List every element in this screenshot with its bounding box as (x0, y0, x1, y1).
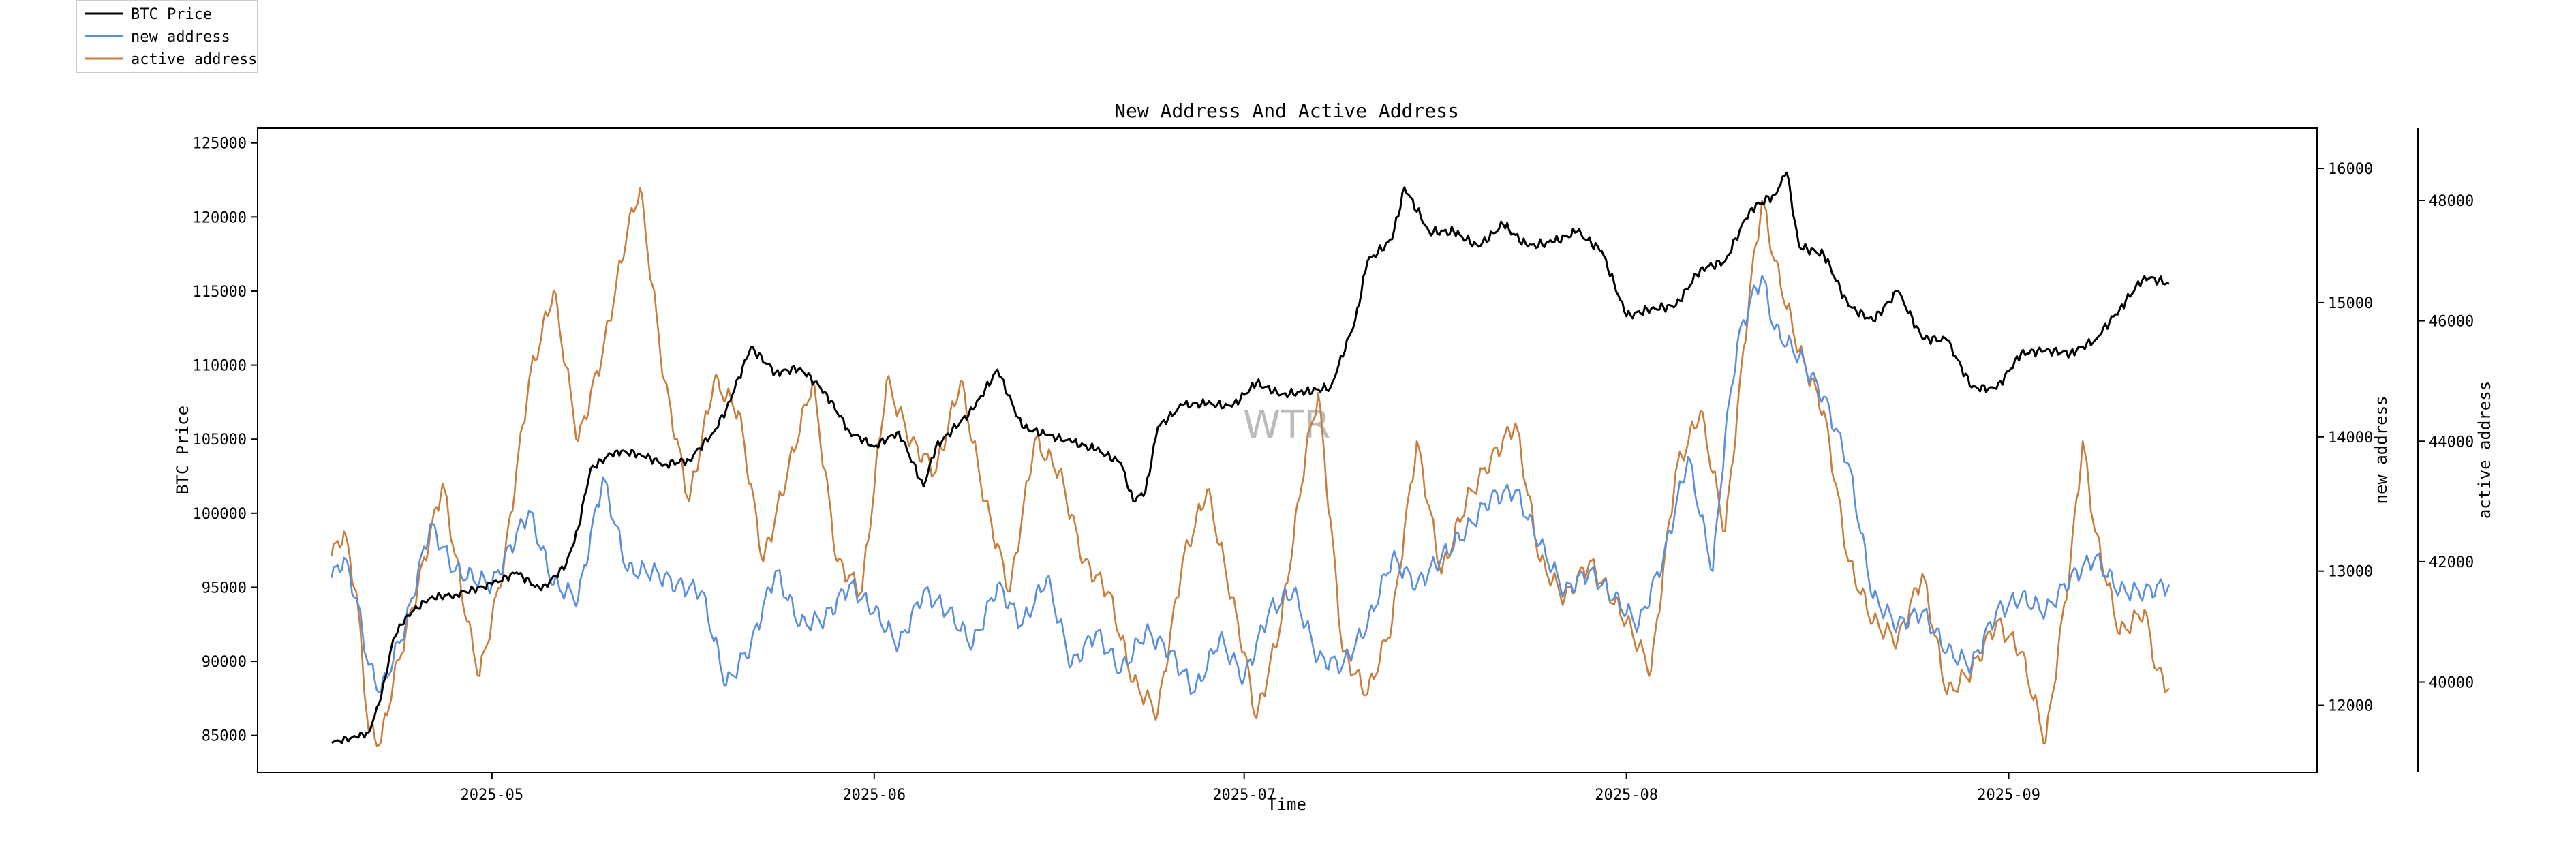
series-line-btc-price (331, 171, 2170, 744)
plot-frame (257, 127, 2318, 773)
btc-price-tick-label: 120000 (193, 209, 247, 226)
new-address-tick-label: 15000 (2328, 295, 2373, 312)
x-axis-label: Time (1267, 795, 1306, 814)
new-address-tick-label: 12000 (2328, 698, 2373, 715)
new-address-axis-label: new address (2372, 396, 2391, 504)
x-tick-label: 2025-09 (1977, 787, 2040, 804)
btc-price-tick-label: 110000 (193, 358, 247, 375)
x-tick-label: 2025-08 (1595, 787, 1658, 804)
btc-price-tick-label: 90000 (202, 654, 247, 671)
new-address-tick-label: 16000 (2328, 161, 2373, 178)
btc-price-axis-label: BTC Price (173, 406, 192, 494)
x-tick-label: 2025-06 (842, 787, 906, 804)
btc-price-tick-label: 125000 (193, 136, 247, 153)
btc-price-tick-label: 85000 (202, 728, 247, 745)
legend: BTC Price new address active address (76, 0, 258, 73)
btc-price-tick-label: 95000 (202, 579, 247, 597)
x-tick-label: 2025-05 (460, 787, 523, 804)
series-line-active-address (331, 187, 2170, 747)
btc-price-tick-label: 105000 (193, 432, 247, 449)
x-axis: 2025-05 2025-06 2025-07 2025-08 2025-09 (460, 772, 2040, 804)
new-address-axis: 12000 13000 14000 15000 16000 (2317, 161, 2373, 715)
active-address-axis-label: active address (2475, 381, 2494, 519)
x-tick-label: 2025-07 (1212, 787, 1276, 804)
chart-title: New Address And Active Address (1114, 100, 1459, 122)
btc-price-tick-label: 115000 (193, 284, 247, 301)
active-address-tick-label: 42000 (2429, 554, 2474, 571)
active-address-tick-label: 44000 (2429, 434, 2474, 451)
active-address-tick-label: 46000 (2429, 314, 2474, 331)
legend-label-new-address: new address (131, 29, 230, 46)
active-address-tick-label: 48000 (2429, 193, 2474, 210)
active-address-tick-label: 40000 (2429, 675, 2474, 692)
series-layer (331, 171, 2171, 747)
new-address-tick-label: 14000 (2328, 430, 2373, 447)
btc-price-axis: 85000 90000 95000 100000 105000 110000 115000 1… (193, 136, 258, 745)
btc-price-tick-label: 100000 (193, 506, 247, 523)
new-address-tick-label: 13000 (2328, 564, 2373, 581)
legend-label-active-address: active address (131, 51, 257, 68)
legend-label-btc-price: BTC Price (131, 6, 212, 23)
active-address-axis: 40000 42000 44000 46000 48000 (2418, 193, 2474, 692)
series-line-new-address (331, 275, 2171, 695)
